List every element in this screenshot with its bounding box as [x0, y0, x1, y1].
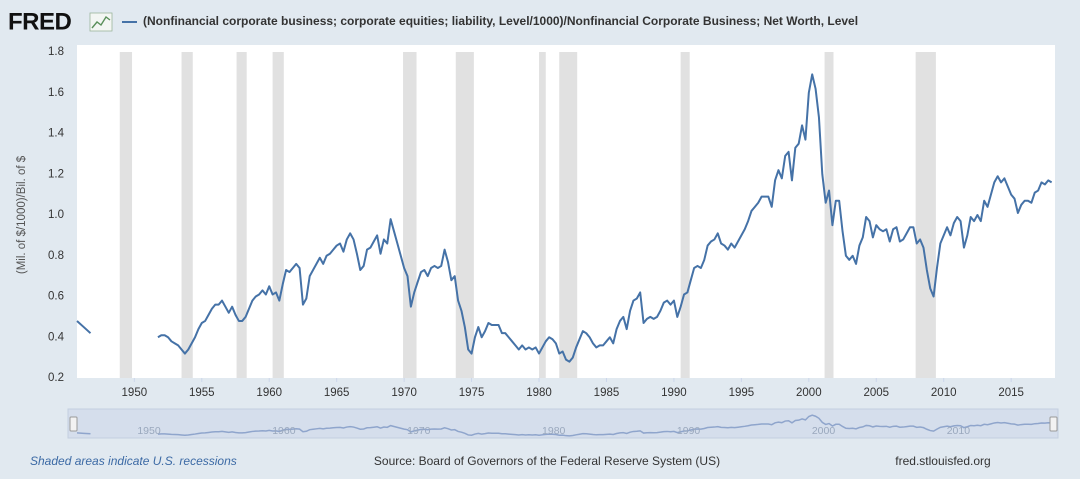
recession-note[interactable]: Shaded areas indicate U.S. recessions: [30, 454, 237, 468]
navigator-tick-label: 1970: [407, 425, 431, 437]
navigator-tick-label: 2010: [947, 425, 971, 437]
recession-band: [680, 52, 690, 378]
source-note: Source: Board of Governors of the Federa…: [374, 454, 720, 468]
data-line: [76, 73, 1053, 363]
x-tick-label: 1950: [122, 387, 148, 399]
site-url[interactable]: fred.stlouisfed.org: [895, 454, 990, 468]
recession-band: [824, 52, 834, 378]
y-tick-label: 1.0: [48, 209, 64, 221]
x-tick-label: 1965: [324, 387, 350, 399]
navigator-tick-label: 1950: [137, 425, 161, 437]
y-tick-label: 0.6: [48, 291, 64, 303]
x-tick-label: 1970: [391, 387, 417, 399]
x-tick-label: 1975: [459, 387, 485, 399]
y-tick-label: 1.6: [48, 87, 64, 99]
y-axis-label: (Mil. of $/1000)/Bil. of $: [16, 155, 28, 274]
navigator-tick-label: 2000: [812, 425, 836, 437]
x-tick-label: 2010: [931, 387, 957, 399]
x-tick-label: 1980: [526, 387, 552, 399]
y-tick-label: 1.4: [48, 128, 65, 140]
navigator-line: [76, 414, 1052, 437]
legend-entry[interactable]: (Nonfinancial corporate business; corpor…: [143, 14, 858, 28]
navigator[interactable]: [67, 408, 1059, 439]
navigator-handle[interactable]: [1049, 416, 1058, 432]
x-tick-label: 1995: [729, 387, 755, 399]
x-tick-label: 1985: [594, 387, 620, 399]
navigator-tick-label: 1990: [677, 425, 701, 437]
recession-band: [119, 52, 133, 378]
x-tick-label: 1955: [189, 387, 215, 399]
y-tick-label: 1.2: [48, 168, 64, 180]
recession-band: [272, 52, 284, 378]
recession-band: [403, 52, 417, 378]
brand-logo[interactable]: FRED: [8, 8, 72, 35]
y-tick-label: 1.8: [48, 46, 64, 58]
y-tick-label: 0.8: [48, 250, 64, 262]
logo-icon: [89, 12, 113, 32]
y-tick-label: 0.4: [48, 331, 65, 343]
x-tick-label: 2015: [998, 387, 1024, 399]
recession-band: [455, 52, 474, 378]
recession-band: [539, 52, 546, 378]
navigator-handle[interactable]: [69, 416, 78, 432]
recession-band: [915, 52, 936, 378]
x-tick-label: 1990: [661, 387, 687, 399]
recession-band: [181, 52, 193, 378]
navigator-tick-label: 1960: [272, 425, 296, 437]
x-tick-label: 2000: [796, 387, 822, 399]
recession-band: [236, 52, 247, 378]
x-tick-label: 1960: [256, 387, 282, 399]
navigator-tick-label: 1980: [542, 425, 566, 437]
recession-band: [559, 52, 578, 378]
x-tick-label: 2005: [863, 387, 889, 399]
y-tick-label: 0.2: [48, 372, 64, 384]
